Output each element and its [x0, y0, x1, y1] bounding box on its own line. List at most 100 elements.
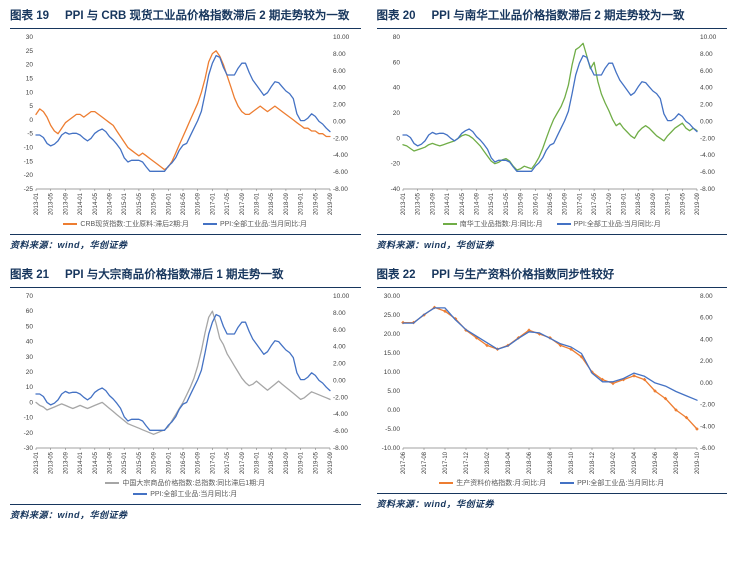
- x-axis-tick-label: 2016-01: [166, 192, 172, 215]
- source-note: 资料来源：wind，华创证券: [10, 503, 361, 521]
- x-axis-tick-label: 2017-05: [592, 192, 598, 215]
- source-note: 资料来源：wind，华创证券: [376, 492, 727, 510]
- y-axis-tick-right: -6.00: [700, 169, 715, 176]
- y-axis-tick-right: 4.00: [333, 343, 346, 350]
- source-note: 资料来源：wind，华创证券: [10, 233, 361, 251]
- x-axis-tick-label: 2015-01: [122, 192, 128, 215]
- x-axis-tick-label: 2015-05: [503, 192, 509, 215]
- y-axis-tick-right: 2.00: [700, 101, 713, 108]
- series-marker: [631, 373, 636, 378]
- y-axis-tick-left: -5.00: [385, 426, 400, 433]
- x-axis-tick-label: 2015-09: [152, 451, 158, 474]
- y-axis-tick-right: -2.00: [333, 135, 348, 142]
- x-axis-tick-label: 2019-09: [695, 192, 701, 215]
- x-axis-tick-label: 2017-09: [606, 192, 612, 215]
- x-axis-tick-label: 2014-01: [445, 192, 451, 215]
- y-axis-tick-left: 0: [29, 399, 33, 406]
- y-axis-tick-right: 4.00: [700, 84, 713, 91]
- figure-title-text: PPI 与南华工业品价格指数滞后 2 期走势较为一致: [431, 10, 685, 22]
- y-axis-tick-right: 0.00: [333, 118, 346, 125]
- legend-swatch: [442, 222, 457, 225]
- figure-panel-19: 图表 19 PPI 与 CRB 现货工业品价格指数滞后 2 期走势较为一致 30 2…: [10, 8, 361, 251]
- y-axis-tick-left: 25: [26, 47, 34, 54]
- series-line: [35, 310, 331, 435]
- legend-label: PPI:全部工业品:当月同比:月: [150, 490, 238, 498]
- y-axis-tick-right: -2.00: [700, 135, 715, 142]
- x-axis-tick-label: 2019-04: [632, 451, 638, 474]
- series-line: [35, 54, 331, 172]
- y-axis-tick-left: -30: [24, 445, 34, 452]
- x-axis-tick-label: 2019-09: [328, 451, 334, 474]
- x-axis-tick-label: 2014-09: [108, 451, 114, 474]
- y-axis-tick-left: 80: [392, 34, 400, 41]
- legend-swatch: [133, 492, 148, 495]
- figure-panel-21: 图表 21 PPI 与大宗商品价格指数滞后 1 期走势一致 70 60 50 40 30 2…: [10, 267, 361, 521]
- x-axis-tick-label: 2016-05: [548, 192, 554, 215]
- x-axis-tick-label: 2015-05: [137, 451, 143, 474]
- figure-title: 图表 20 PPI 与南华工业品价格指数滞后 2 期走势较为一致: [376, 8, 727, 29]
- series-line: [35, 313, 331, 431]
- legend-item: PPI:全部工业品:当月同比:月: [556, 221, 661, 228]
- x-axis-tick-label: 2017-01: [577, 192, 583, 215]
- x-axis-tick-label: 2014-05: [93, 451, 99, 474]
- x-axis-tick-label: 2016-09: [196, 451, 202, 474]
- chart-canvas: 30.00 25.00 20.00 15.00 10.00 5.00 0.00 -5.00 -1…: [381, 293, 715, 474]
- x-axis-tick-label: 2018-08: [548, 451, 554, 474]
- y-axis-tick-right: 0.00: [700, 118, 713, 125]
- x-axis-tick-label: 2013-09: [63, 192, 69, 215]
- y-axis-tick-left: 0: [29, 117, 33, 124]
- x-axis-tick-label: 2013-01: [34, 451, 40, 474]
- x-axis-tick-label: 2017-09: [240, 451, 246, 474]
- x-axis-tick-label: 2017-01: [210, 192, 216, 215]
- x-axis-tick-label: 2016-05: [181, 192, 187, 215]
- x-axis-tick-label: 2019-01: [665, 192, 671, 215]
- legend-item: 中国大宗商品价格指数:总指数:同比滞后1期:月: [10, 478, 361, 489]
- x-axis-tick-label: 2017-01: [210, 451, 216, 474]
- y-axis-tick-left: 50: [26, 323, 34, 330]
- chart-canvas: 80 60 40 20 0 -20 -40 10.00 8.00 6.00 4.00 2.00 0.00…: [390, 34, 716, 215]
- line-chart: 70 60 50 40 30 20 10 0 -10 -20 -30 10.00 8.00 6.00 4.0…: [10, 290, 361, 480]
- legend-item: PPI:全部工业品:当月同比:月: [560, 480, 664, 487]
- y-axis-tick-right: 10.00: [333, 293, 350, 300]
- source-note: 资料来源：wind，华创证券: [376, 233, 727, 251]
- legend-swatch: [63, 222, 78, 225]
- y-axis-tick-right: 4.00: [700, 336, 713, 343]
- x-axis-tick-label: 2018-01: [255, 192, 261, 215]
- y-axis-tick-right: 8.00: [700, 293, 713, 300]
- x-axis-tick-label: 2017-10: [443, 451, 449, 474]
- x-axis-tick-label: 2014-01: [78, 451, 84, 474]
- x-axis-tick-label: 2015-09: [152, 192, 158, 215]
- series-line: [401, 306, 698, 430]
- y-axis-tick-left: 0.00: [387, 407, 400, 414]
- x-axis-tick-label: 2017-09: [240, 192, 246, 215]
- y-axis-tick-right: 0.00: [333, 377, 346, 384]
- x-axis-tick-label: 2019-02: [611, 451, 617, 474]
- y-axis-tick-right: -6.00: [333, 428, 348, 435]
- x-axis-tick-label: 2016-09: [196, 192, 202, 215]
- y-axis-tick-left: 60: [26, 308, 34, 315]
- chart-canvas: 70 60 50 40 30 20 10 0 -10 -20 -30 10.00 8.00 6.00 4.0…: [24, 293, 350, 474]
- x-axis-tick-label: 2018-09: [284, 192, 290, 215]
- legend-swatch: [556, 222, 571, 225]
- line-chart: 30 25 20 15 10 5 0 -5 -10 -15 -20 -25 10.00 8.00 6.00 4…: [10, 31, 361, 221]
- y-axis-tick-right: -4.00: [700, 423, 715, 430]
- y-axis-tick-left: -25: [24, 186, 34, 193]
- legend-item: 生产资料价格指数:月:同比:月: [439, 480, 546, 487]
- y-axis-tick-left: -40: [390, 186, 400, 193]
- y-axis-tick-right: -2.00: [700, 401, 715, 408]
- y-axis-tick-left: 30: [26, 34, 34, 41]
- y-axis-tick-right: -2.00: [333, 394, 348, 401]
- series-marker: [484, 343, 489, 347]
- x-axis-tick-label: 2014-05: [93, 192, 99, 215]
- legend-swatch: [202, 222, 217, 225]
- y-axis-tick-right: 2.00: [333, 360, 346, 367]
- x-axis-tick-label: 2018-02: [485, 451, 491, 474]
- figure-label: 图表 20: [376, 10, 416, 22]
- figure-title-text: PPI 与生产资料价格指数同步性较好: [431, 268, 615, 281]
- series-line: [401, 306, 698, 401]
- x-axis-tick-label: 2016-01: [166, 451, 172, 474]
- y-axis-tick-right: -6.00: [333, 169, 348, 176]
- x-axis-tick-label: 2018-09: [284, 451, 290, 474]
- x-axis-tick-label: 2015-01: [489, 192, 495, 215]
